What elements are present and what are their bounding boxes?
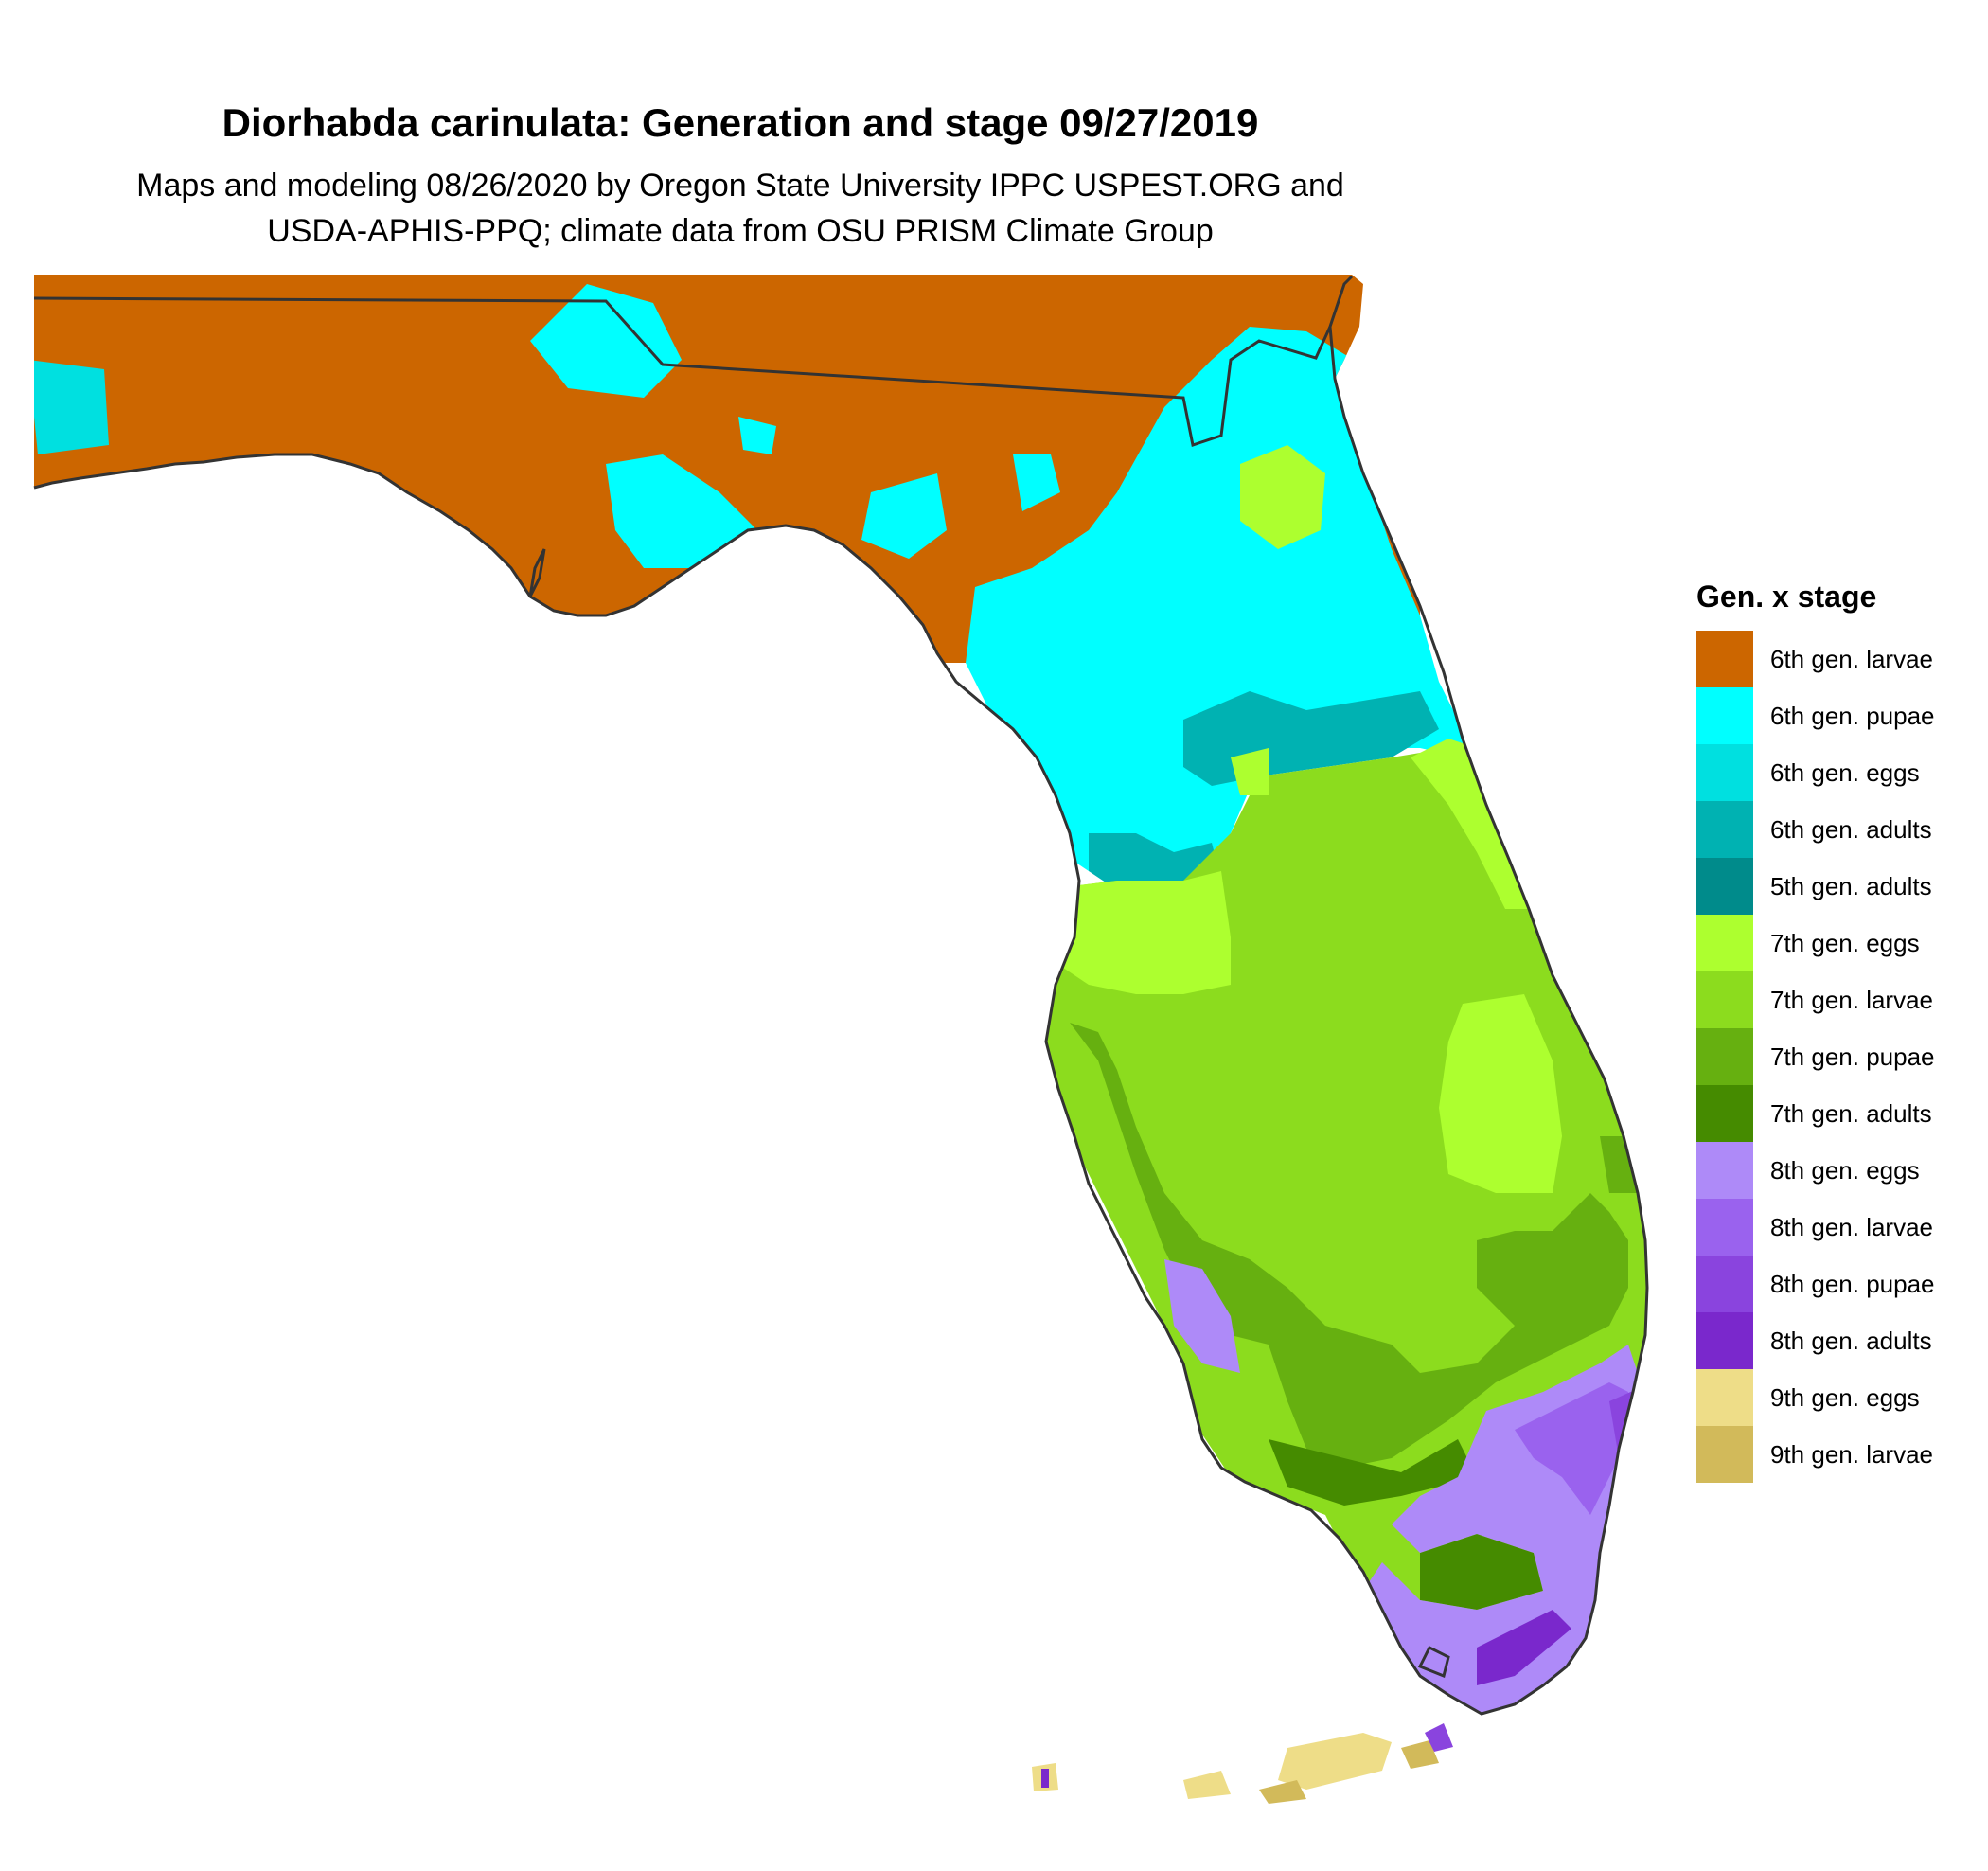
legend-label: 7th gen. larvae <box>1770 986 1934 1014</box>
legend-item: 6th gen. adults <box>1696 801 1980 858</box>
legend-swatch <box>1696 1369 1753 1426</box>
legend-item: 8th gen. larvae <box>1696 1199 1980 1256</box>
legend-label: 9th gen. larvae <box>1770 1440 1934 1469</box>
legend: Gen. x stage 6th gen. larvae 6th gen. pup… <box>1696 578 1980 1483</box>
legend-swatch <box>1696 858 1753 915</box>
legend-item: 8th gen. eggs <box>1696 1142 1980 1199</box>
legend-item: 6th gen. larvae <box>1696 631 1980 687</box>
legend-label: 9th gen. eggs <box>1770 1383 1920 1412</box>
legend-item: 7th gen. pupae <box>1696 1028 1980 1085</box>
legend-label: 8th gen. adults <box>1770 1327 1932 1355</box>
legend-items: 6th gen. larvae 6th gen. pupae 6th gen. eg… <box>1696 631 1980 1483</box>
legend-label: 7th gen. adults <box>1770 1099 1932 1128</box>
legend-item: 6th gen. pupae <box>1696 687 1980 744</box>
legend-swatch <box>1696 971 1753 1028</box>
legend-item: 9th gen. larvae <box>1696 1426 1980 1483</box>
legend-swatch <box>1696 1085 1753 1142</box>
florida-keys <box>1032 1610 1571 1804</box>
legend-label: 7th gen. eggs <box>1770 929 1920 957</box>
legend-item: 9th gen. eggs <box>1696 1369 1980 1426</box>
map-title: Diorhabda carinulata: Generation and sta… <box>222 100 1259 145</box>
legend-label: 5th gen. adults <box>1770 872 1932 900</box>
legend-swatch <box>1696 801 1753 858</box>
map-subtitle: Maps and modeling 08/26/2020 by Oregon S… <box>0 163 1481 254</box>
legend-item: 6th gen. eggs <box>1696 744 1980 801</box>
legend-swatch <box>1696 631 1753 687</box>
legend-label: 8th gen. pupae <box>1770 1270 1935 1298</box>
legend-label: 8th gen. eggs <box>1770 1156 1920 1185</box>
legend-item: 5th gen. adults <box>1696 858 1980 915</box>
legend-swatch <box>1696 1312 1753 1369</box>
legend-item: 8th gen. adults <box>1696 1312 1980 1369</box>
subtitle-line-2: USDA-APHIS-PPQ; climate data from OSU PR… <box>267 213 1214 249</box>
legend-item: 7th gen. eggs <box>1696 915 1980 971</box>
legend-label: 7th gen. pupae <box>1770 1042 1935 1071</box>
florida-outline <box>33 275 1649 1716</box>
legend-swatch <box>1696 744 1753 801</box>
legend-label: 8th gen. larvae <box>1770 1213 1934 1241</box>
legend-item: 8th gen. pupae <box>1696 1256 1980 1312</box>
legend-swatch <box>1696 1256 1753 1312</box>
legend-label: 6th gen. pupae <box>1770 702 1935 730</box>
legend-label: 6th gen. eggs <box>1770 758 1920 787</box>
legend-swatch <box>1696 1426 1753 1483</box>
legend-swatch <box>1696 1199 1753 1256</box>
legend-swatch <box>1696 1028 1753 1085</box>
subtitle-line-1: Maps and modeling 08/26/2020 by Oregon S… <box>136 168 1344 204</box>
legend-swatch <box>1696 1142 1753 1199</box>
legend-label: 6th gen. adults <box>1770 815 1932 844</box>
legend-swatch <box>1696 915 1753 971</box>
legend-title: Gen. x stage <box>1696 579 1877 614</box>
legend-swatch <box>1696 687 1753 744</box>
legend-item: 7th gen. adults <box>1696 1085 1980 1142</box>
legend-item: 7th gen. larvae <box>1696 971 1980 1028</box>
legend-label: 6th gen. larvae <box>1770 645 1934 673</box>
